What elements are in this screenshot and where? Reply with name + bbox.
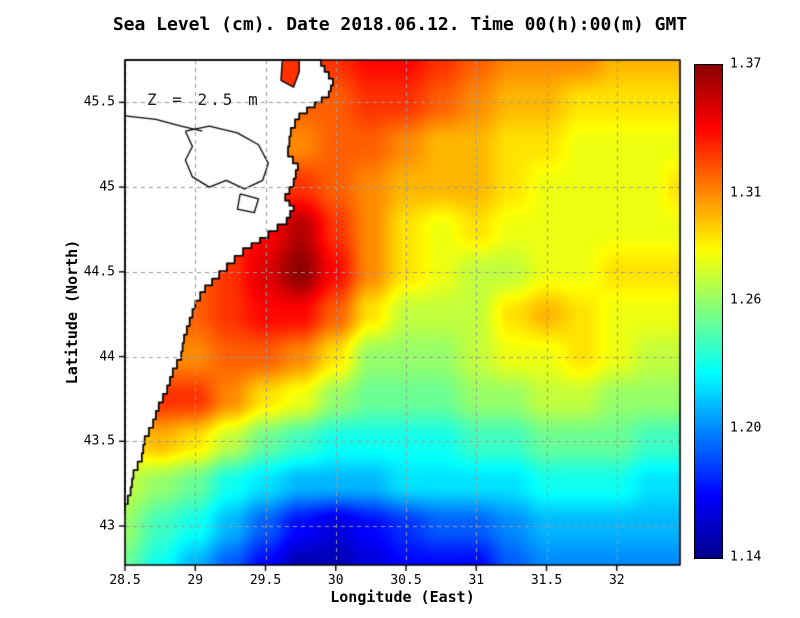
- colorbar-tick-label: 1.20: [730, 420, 762, 436]
- colorbar-tick-label: 1.14: [730, 549, 762, 565]
- depth-annotation: Z = 2.5 m: [147, 90, 261, 109]
- y-tick-label: 45.5: [83, 94, 115, 110]
- y-tick-label: 44.5: [83, 264, 115, 280]
- x-tick-label: 31: [468, 573, 485, 588]
- colorbar-tick-label: 1.37: [730, 56, 762, 72]
- y-tick-label: 43.5: [83, 433, 115, 449]
- x-axis-label: Longitude (East): [330, 588, 475, 606]
- x-tick-label: 32: [608, 573, 625, 588]
- chart-title: Sea Level (cm). Date 2018.06.12. Time 00…: [112, 14, 688, 35]
- x-tick-label: 29: [187, 573, 204, 588]
- y-tick-label: 45: [99, 179, 115, 195]
- colorbar-tick-label: 1.26: [730, 292, 762, 308]
- x-tick-label: 29.5: [249, 573, 282, 588]
- colorbar: [694, 64, 723, 559]
- x-tick-label: 30: [327, 573, 344, 588]
- x-tick-label: 31.5: [530, 573, 563, 588]
- y-tick-label: 44: [99, 349, 115, 365]
- y-tick-label: 43: [99, 518, 115, 534]
- x-tick-label: 30.5: [390, 573, 422, 588]
- colorbar-tick-label: 1.31: [730, 185, 762, 201]
- x-tick-label: 28.5: [109, 573, 141, 588]
- sea-level-heatmap-canvas: [115, 50, 690, 575]
